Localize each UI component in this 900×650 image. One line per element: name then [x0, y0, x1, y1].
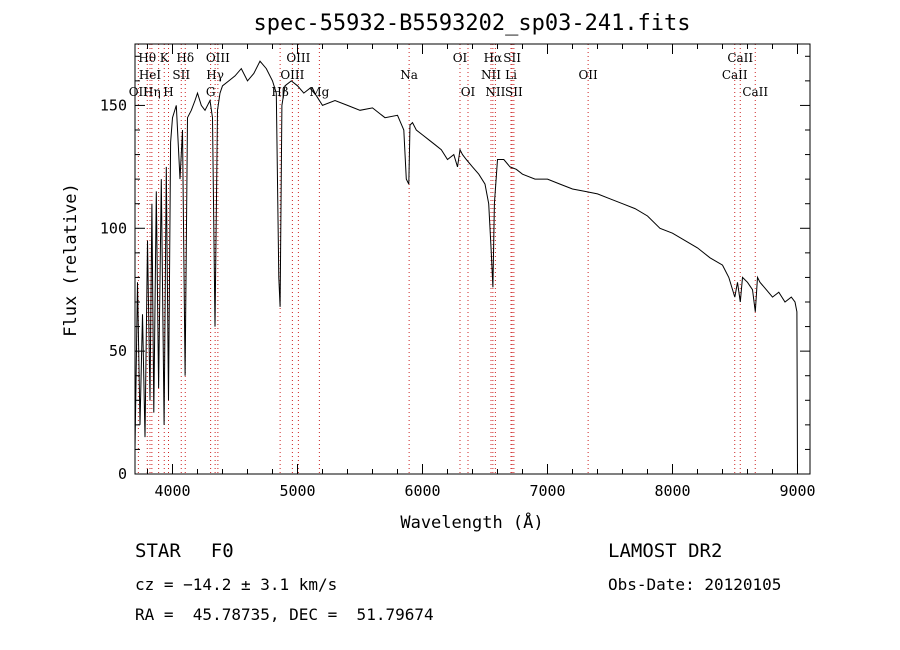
- line-label: OII: [578, 68, 598, 82]
- line-label: OIII: [280, 68, 304, 82]
- line-label: HeI: [139, 68, 162, 82]
- line-label: K: [160, 51, 170, 65]
- survey-label: LAMOST DR2: [608, 540, 723, 562]
- line-label: Hη: [143, 85, 161, 99]
- x-tick-label: 5000: [279, 482, 315, 500]
- line-label: CaII: [742, 85, 768, 99]
- y-tick-label: 0: [118, 465, 127, 483]
- class-label: STAR: [135, 540, 181, 562]
- obs-date-text: Obs-Date: 20120105: [608, 575, 782, 594]
- spectrum-line: [134, 60, 798, 475]
- line-label: Na: [400, 68, 418, 82]
- line-label: OIII: [206, 51, 230, 65]
- line-label: Hγ: [206, 68, 224, 82]
- line-label: CaII: [722, 68, 748, 82]
- y-tick-label: 100: [100, 219, 127, 237]
- line-label: OII: [129, 85, 149, 99]
- line-label: OIII: [286, 51, 310, 65]
- subclass-label: F0: [210, 540, 234, 562]
- line-label: G: [206, 85, 216, 99]
- x-tick-label: 4000: [154, 482, 190, 500]
- line-label: SII: [505, 85, 523, 99]
- x-axis-ticks: 4000 5000 6000 7000 8000 9000: [147, 44, 816, 500]
- x-tick-label: 7000: [529, 482, 565, 500]
- line-label: Mg: [309, 85, 329, 99]
- line-markers: [137, 44, 756, 474]
- line-label: OI: [453, 51, 468, 65]
- line-label: SII: [172, 68, 190, 82]
- line-label: CaII: [727, 51, 753, 65]
- x-tick-label: 8000: [654, 482, 690, 500]
- line-label: Hα: [484, 51, 503, 65]
- plot-frame: [134, 43, 811, 475]
- coordinates-text: RA = 45.78735, DEC = 51.79674: [135, 605, 434, 624]
- line-label: H: [163, 85, 173, 99]
- x-tick-label: 6000: [404, 482, 440, 500]
- chart-title: spec-55932-B5593202_sp03-241.fits: [253, 11, 690, 36]
- line-label: NII: [485, 85, 505, 99]
- x-axis-label: Wavelength (Å): [400, 511, 543, 533]
- line-label: OI: [461, 85, 476, 99]
- x-tick-label: 9000: [779, 482, 815, 500]
- line-label: Li: [505, 68, 517, 82]
- y-tick-label: 50: [109, 342, 127, 360]
- redshift-text: cz = −14.2 ± 3.1 km/s: [135, 575, 338, 594]
- line-label: SII: [503, 51, 521, 65]
- line-label: Hθ: [138, 51, 156, 65]
- y-axis-ticks: 0 50 100 150: [100, 55, 810, 483]
- y-tick-label: 150: [100, 96, 127, 114]
- object-class: STAR F0: [135, 540, 234, 562]
- line-label: Hδ: [176, 51, 194, 65]
- y-axis-label: Flux (relative): [61, 183, 81, 337]
- line-label: NII: [481, 68, 501, 82]
